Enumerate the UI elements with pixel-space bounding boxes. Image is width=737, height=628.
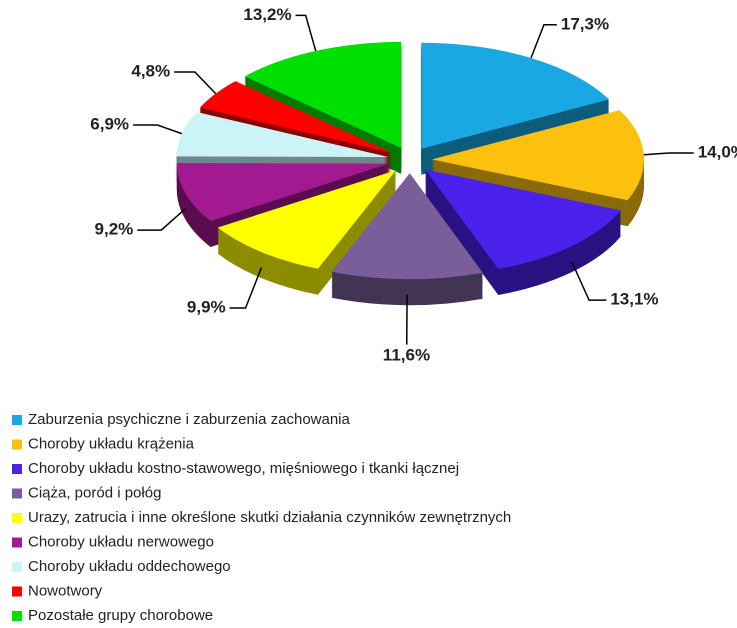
legend-swatch bbox=[12, 586, 22, 597]
leader-line bbox=[229, 267, 263, 309]
leader-line bbox=[133, 124, 183, 135]
value-label: 9,2% bbox=[95, 220, 134, 239]
slice bbox=[176, 111, 389, 158]
slice bbox=[331, 173, 483, 280]
slice bbox=[421, 42, 610, 149]
slice bbox=[244, 41, 402, 148]
value-label: 11,6% bbox=[383, 345, 430, 364]
legend-swatch bbox=[12, 415, 22, 425]
slice bbox=[199, 81, 392, 153]
leader-line bbox=[174, 71, 217, 95]
legend-swatch bbox=[12, 611, 22, 621]
value-label: 14,0% bbox=[698, 143, 737, 162]
legend-label: Choroby układu kostno-stawowego, mięśnio… bbox=[28, 460, 459, 477]
leader-line bbox=[137, 208, 186, 231]
legend-label: Nowotwory bbox=[28, 582, 103, 599]
legend-swatch bbox=[12, 562, 22, 572]
leader-line bbox=[530, 24, 557, 59]
legend-label: Choroby układu krążenia bbox=[28, 435, 195, 452]
legend-label: Pozostałe grupy chorobowe bbox=[28, 607, 213, 624]
legend-swatch bbox=[12, 439, 22, 450]
legend-label: Zaburzenia psychiczne i zaburzenia zacho… bbox=[28, 411, 351, 428]
legend-swatch bbox=[12, 537, 22, 548]
value-label: 6,9% bbox=[90, 115, 129, 134]
legend-label: Choroby układu nerwowego bbox=[28, 533, 214, 550]
legend-label: Ciąża, poród i połóg bbox=[28, 484, 161, 501]
leader-line bbox=[643, 152, 694, 156]
legend-swatch bbox=[12, 513, 22, 523]
value-label: 9,9% bbox=[187, 298, 226, 317]
leader-line bbox=[405, 294, 408, 345]
legend-label: Urazy, zatrucia i inne określone skutki … bbox=[28, 509, 511, 526]
leader-line bbox=[295, 14, 317, 52]
value-label: 4,8% bbox=[131, 61, 170, 80]
value-label: 13,1% bbox=[610, 290, 658, 309]
slice bbox=[431, 110, 644, 201]
slice bbox=[425, 169, 621, 270]
legend-swatch bbox=[12, 488, 22, 499]
slice bbox=[176, 163, 389, 222]
value-label: 13,2% bbox=[243, 5, 291, 24]
legend-swatch bbox=[12, 464, 22, 474]
slice bbox=[217, 170, 397, 269]
leader-line bbox=[571, 261, 607, 301]
value-label: 17,3% bbox=[561, 14, 609, 33]
legend-label: Choroby układu oddechowego bbox=[28, 558, 231, 575]
